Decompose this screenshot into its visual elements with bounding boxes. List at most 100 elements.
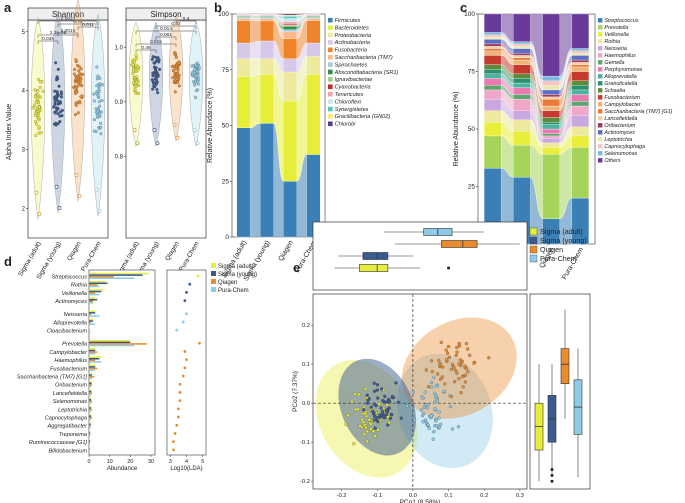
e-data-point bbox=[460, 360, 464, 365]
e-xtick-label: -0.2 bbox=[337, 493, 347, 499]
a-data-point bbox=[73, 67, 77, 71]
a-data-point bbox=[154, 82, 159, 86]
d-abundance-bar bbox=[89, 277, 135, 279]
b-bar-segment bbox=[283, 23, 297, 26]
e-data-point bbox=[439, 340, 443, 345]
e-data-point bbox=[463, 373, 468, 377]
d-abundance-bar bbox=[89, 298, 98, 301]
e-data-point bbox=[369, 422, 373, 426]
d-abundance-bar bbox=[89, 302, 94, 304]
e-data-point bbox=[344, 422, 348, 426]
e-data-point bbox=[441, 365, 445, 369]
a-data-point bbox=[33, 95, 37, 99]
a-pvalue-bracket bbox=[57, 23, 99, 27]
a-x-tick-label: Pura-Chem bbox=[80, 241, 103, 273]
b-bar-segment bbox=[283, 71, 297, 102]
a-data-point bbox=[175, 77, 179, 81]
e-data-point bbox=[386, 415, 390, 419]
e-data-point bbox=[457, 377, 461, 381]
c-bar-segment bbox=[542, 89, 560, 95]
c-bar-segment bbox=[513, 87, 531, 95]
a-data-point bbox=[39, 80, 43, 84]
a-data-point bbox=[59, 92, 64, 96]
d-taxon-label: Campylobacter bbox=[49, 350, 88, 356]
c-bar-segment bbox=[542, 135, 560, 139]
c-legend-swatch bbox=[598, 25, 603, 30]
b-bar-segment bbox=[260, 17, 274, 19]
a-data-point bbox=[195, 80, 199, 84]
a-pvalue-bracket bbox=[155, 36, 177, 40]
b-bar-segment bbox=[236, 58, 251, 77]
c-legend-swatch bbox=[598, 60, 603, 65]
e-data-point bbox=[379, 387, 384, 391]
b-bar-segment bbox=[283, 31, 297, 39]
e-group-ellipse bbox=[401, 317, 517, 419]
a-data-point bbox=[79, 95, 83, 99]
a-data-point bbox=[92, 92, 96, 96]
e-data-point bbox=[383, 394, 387, 399]
a-data-point bbox=[152, 65, 157, 69]
e-data-point bbox=[369, 427, 373, 431]
a-ytick-label: 3 bbox=[22, 148, 26, 154]
d-abundance-bar bbox=[89, 321, 92, 324]
a-pvalue: 0.72 bbox=[73, 19, 83, 25]
c-legend-label: Haemophilus bbox=[604, 53, 636, 59]
e-data-point bbox=[424, 368, 429, 372]
b-legend-label: Fusobacteria bbox=[335, 48, 367, 54]
c-legend-label: Fusobacterium bbox=[604, 95, 640, 101]
c-bar-segment bbox=[513, 41, 531, 45]
c-bar-segment bbox=[542, 128, 560, 134]
e-data-point bbox=[464, 341, 469, 346]
e-data-point bbox=[423, 390, 427, 394]
e-ytick-label: 0.2 bbox=[302, 323, 310, 329]
c-legend-label: Selenomonas bbox=[604, 151, 637, 157]
c-bar-segment bbox=[484, 36, 502, 40]
d-taxon-label: Treponema bbox=[59, 432, 87, 438]
a-data-point bbox=[58, 114, 62, 118]
c-bar-segment bbox=[571, 50, 589, 54]
c-legend-swatch bbox=[598, 74, 603, 79]
d-abundance-bar bbox=[89, 369, 96, 371]
e-data-point bbox=[466, 370, 470, 374]
c-bar-segment bbox=[513, 82, 531, 88]
e-ytick-label: 0.0 bbox=[302, 401, 310, 407]
c-bar-segment bbox=[484, 55, 502, 65]
b-legend-swatch bbox=[328, 32, 333, 38]
c-bar-segment bbox=[484, 69, 502, 74]
d-lda-point bbox=[172, 448, 175, 452]
e-data-point bbox=[443, 382, 447, 386]
e-data-point bbox=[444, 348, 448, 352]
a-data-point bbox=[99, 121, 103, 125]
d-abundance-bar bbox=[89, 423, 91, 426]
a-data-point bbox=[58, 100, 62, 104]
c-bar-segment bbox=[542, 124, 560, 130]
e-data-point bbox=[379, 413, 383, 417]
b-legend-label: Cyanobacteria bbox=[335, 85, 371, 91]
a-data-point bbox=[136, 83, 141, 87]
c-legend-swatch bbox=[598, 109, 603, 114]
c-bar-segment bbox=[513, 43, 531, 47]
a-data-point bbox=[132, 75, 137, 79]
a-data-point bbox=[75, 63, 80, 68]
d-xtick-label: 0 bbox=[87, 459, 90, 465]
b-ytick-label: 75 bbox=[222, 67, 230, 74]
a-pvalue-bracket bbox=[135, 49, 157, 53]
e-data-point bbox=[364, 425, 368, 430]
a-pvalue-bracket bbox=[135, 30, 197, 34]
a-outlier bbox=[77, 194, 82, 199]
a-data-point bbox=[135, 80, 139, 84]
b-bar-segment bbox=[236, 76, 251, 128]
d-abundance-bar bbox=[89, 292, 96, 294]
d-abundance-bar bbox=[89, 375, 95, 378]
c-legend-label: Lancefieldella bbox=[604, 116, 637, 122]
c-ytick-label: 25 bbox=[468, 184, 476, 191]
a-data-point bbox=[152, 84, 156, 89]
e-data-point bbox=[364, 414, 369, 418]
d-abundance-bar bbox=[89, 285, 100, 288]
d-xtick-label: 10 bbox=[107, 459, 113, 465]
c-legend-swatch bbox=[598, 116, 603, 121]
d-abundance-bar bbox=[89, 446, 91, 449]
c-bar-segment bbox=[513, 48, 531, 54]
b-ytick-label: 50 bbox=[222, 123, 230, 130]
